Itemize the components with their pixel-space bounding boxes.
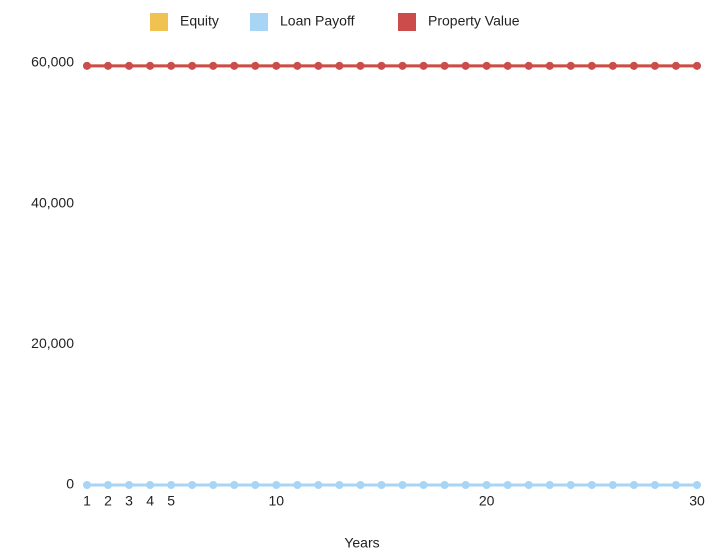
x-tick-label: 3 bbox=[125, 493, 133, 509]
data-point bbox=[335, 61, 344, 70]
legend-swatch bbox=[150, 13, 168, 31]
data-point bbox=[104, 481, 113, 489]
data-point bbox=[461, 481, 470, 489]
data-point bbox=[314, 61, 323, 70]
data-point bbox=[587, 61, 596, 70]
y-tick-label: 40,000 bbox=[31, 194, 74, 210]
data-point bbox=[167, 61, 176, 70]
data-point bbox=[125, 481, 134, 489]
data-point bbox=[629, 481, 638, 489]
legend-label: Property Value bbox=[428, 13, 520, 29]
data-point bbox=[503, 61, 512, 70]
x-tick-label: 10 bbox=[269, 493, 285, 509]
x-tick-label: 2 bbox=[104, 493, 112, 509]
data-point bbox=[251, 481, 260, 489]
legend-swatch bbox=[250, 13, 268, 31]
data-point bbox=[146, 481, 155, 489]
data-point bbox=[608, 481, 617, 489]
data-point bbox=[419, 481, 428, 489]
data-point bbox=[671, 61, 680, 70]
data-point bbox=[503, 481, 512, 489]
data-point bbox=[693, 481, 701, 489]
data-point bbox=[650, 481, 659, 489]
data-point bbox=[566, 61, 575, 70]
data-point bbox=[440, 481, 449, 489]
data-point bbox=[419, 61, 428, 70]
y-tick-label: 20,000 bbox=[31, 335, 74, 351]
data-point bbox=[83, 61, 91, 70]
data-point bbox=[146, 61, 155, 70]
y-tick-label: 0 bbox=[66, 476, 74, 492]
data-point bbox=[125, 61, 134, 70]
data-point bbox=[524, 61, 533, 70]
data-point bbox=[608, 61, 617, 70]
data-point bbox=[335, 481, 344, 489]
data-point bbox=[629, 61, 638, 70]
x-tick-label: 1 bbox=[83, 493, 91, 509]
data-point bbox=[440, 61, 449, 70]
x-tick-label: 30 bbox=[689, 493, 705, 509]
data-point bbox=[230, 61, 239, 70]
data-point bbox=[377, 481, 386, 489]
data-point bbox=[104, 61, 113, 70]
data-point bbox=[693, 61, 701, 70]
data-point bbox=[314, 481, 323, 489]
legend-swatch bbox=[398, 13, 416, 31]
data-point bbox=[545, 61, 554, 70]
data-point bbox=[272, 61, 281, 70]
data-point bbox=[209, 481, 218, 489]
data-point bbox=[230, 481, 239, 489]
x-axis-title: Years bbox=[344, 535, 379, 551]
data-point bbox=[524, 481, 533, 489]
data-point bbox=[251, 61, 260, 70]
data-point bbox=[482, 481, 491, 489]
data-point bbox=[650, 61, 659, 70]
legend-label: Equity bbox=[180, 13, 219, 29]
data-point bbox=[188, 481, 197, 489]
data-point bbox=[398, 61, 407, 70]
data-point bbox=[293, 481, 302, 489]
data-point bbox=[398, 481, 407, 489]
x-tick-label: 20 bbox=[479, 493, 495, 509]
y-tick-label: 60,000 bbox=[31, 54, 74, 70]
data-point bbox=[377, 61, 386, 70]
data-point bbox=[209, 61, 218, 70]
data-point bbox=[272, 481, 281, 489]
data-point bbox=[188, 61, 197, 70]
x-tick-label: 4 bbox=[146, 493, 154, 509]
data-point bbox=[167, 481, 176, 489]
data-point bbox=[293, 61, 302, 70]
data-point bbox=[671, 481, 680, 489]
data-point bbox=[566, 481, 575, 489]
data-point bbox=[587, 481, 596, 489]
data-point bbox=[461, 61, 470, 70]
data-point bbox=[545, 481, 554, 489]
x-tick-label: 5 bbox=[167, 493, 175, 509]
data-point bbox=[83, 481, 91, 489]
legend-label: Loan Payoff bbox=[280, 13, 355, 29]
data-point bbox=[482, 61, 491, 70]
data-point bbox=[356, 481, 365, 489]
data-point bbox=[356, 61, 365, 70]
